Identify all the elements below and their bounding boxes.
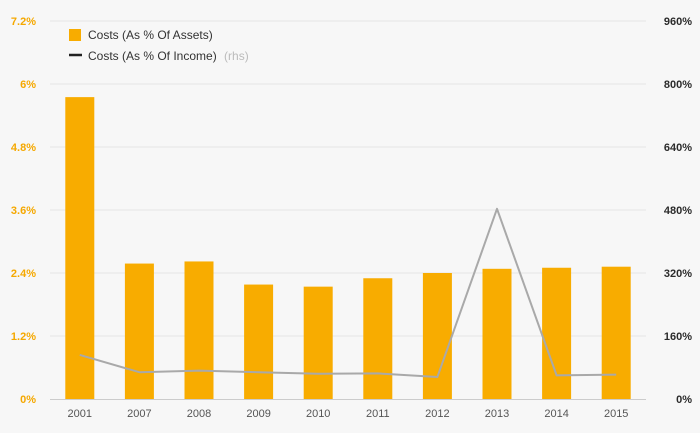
y-right-tick-label: 320% (664, 268, 692, 280)
x-tick-label: 2001 (68, 408, 92, 420)
x-tick-label: 2010 (306, 408, 330, 420)
bar (363, 278, 393, 399)
line-path (79, 207, 617, 378)
x-tick-label: 2013 (485, 408, 509, 420)
bar-series (65, 97, 631, 399)
y-right-tick-label: 800% (664, 79, 692, 91)
line-series (79, 207, 617, 378)
y-left-tick-label: 3.6% (11, 205, 36, 217)
x-tick-label: 2014 (544, 408, 568, 420)
y-left-tick-label: 6% (20, 79, 36, 91)
legend-label-line-name: Costs (As % Of Income) (88, 49, 217, 63)
x-tick-label: 2009 (246, 408, 270, 420)
legend-swatch-bar (69, 29, 81, 41)
y-left-tick-label: 0% (20, 394, 36, 406)
y-left-tick-label: 1.2% (11, 331, 36, 343)
legend: Costs (As % Of Assets) Costs (As % Of In… (69, 28, 249, 63)
y-right-tick-label: 0% (676, 394, 692, 406)
x-tick-label: 2012 (425, 408, 449, 420)
y-right-tick-label: 960% (664, 16, 692, 28)
bar (482, 268, 512, 399)
axes: 0% 0% 1.2% 160% 2.4% 320% 3.6% 480% 4.8% 640% 6% 80… (11, 16, 692, 420)
x-tick-label: 2007 (127, 408, 151, 420)
y-right-tick-label: 640% (664, 142, 692, 154)
bar (422, 273, 452, 399)
y-right-tick-label: 480% (664, 205, 692, 217)
bar (65, 97, 95, 399)
bar (601, 266, 631, 399)
y-left-tick-label: 4.8% (11, 142, 36, 154)
x-tick-label: 2015 (604, 408, 628, 420)
legend-label-line: Costs (As % Of Income) (rhs) (88, 49, 249, 63)
bar (542, 267, 572, 399)
x-tick-label: 2011 (366, 408, 390, 420)
y-left-tick-label: 7.2% (11, 16, 36, 28)
y-right-tick-label: 160% (664, 331, 692, 343)
bar (303, 286, 333, 399)
legend-label-line-suffix: (rhs) (224, 49, 249, 63)
y-left-tick-label: 2.4% (11, 268, 36, 280)
bar (244, 284, 274, 399)
bar (184, 261, 214, 399)
x-tick-label: 2008 (187, 408, 211, 420)
legend-label-bar: Costs (As % Of Assets) (88, 28, 213, 42)
bar (124, 263, 154, 399)
